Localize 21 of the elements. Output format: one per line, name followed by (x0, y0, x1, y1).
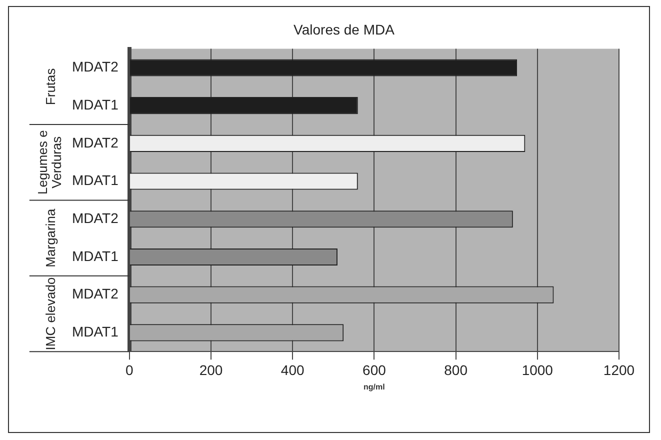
text: Legumes e Verduras (34, 130, 64, 195)
text: Margarina (42, 208, 58, 268)
x-tick-label: 1000 (522, 362, 554, 378)
y-tick-label: MDAT1 (72, 96, 119, 112)
y-tick-label: MDAT2 (72, 58, 119, 75)
y-tick-label: MDAT1 (72, 248, 119, 264)
x-axis-title: ng/ml (364, 382, 385, 392)
chart-title: Valores de MDA (294, 21, 396, 38)
x-tick-label: 600 (362, 362, 386, 378)
x-tick-label: 400 (280, 362, 304, 378)
x-tick-label: 200 (199, 362, 223, 378)
text: Frutas (42, 68, 58, 106)
y-tick-label: MDAT2 (72, 286, 119, 302)
text: IMC elevado (42, 277, 58, 350)
y-tick-label: MDAT2 (72, 210, 119, 226)
y-tick-label: MDAT1 (72, 324, 119, 340)
x-tick-label: 800 (444, 362, 468, 378)
y-tick-label: MDAT2 (72, 134, 119, 150)
x-tick-label: 0 (126, 362, 134, 378)
x-tick-label: 1200 (603, 362, 635, 378)
y-tick-label: MDAT1 (72, 172, 119, 188)
